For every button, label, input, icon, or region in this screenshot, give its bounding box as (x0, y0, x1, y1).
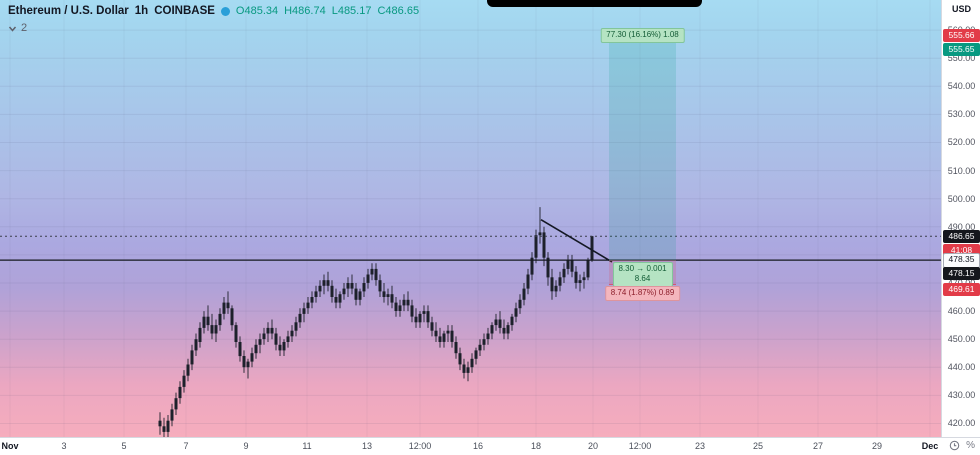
objects-count: 2 (21, 22, 28, 34)
long-position-profit-zone[interactable] (609, 42, 676, 262)
time-axis[interactable]: Nov 3 5 7 9 11 13 12:00 16 18 20 12:00 23 25 27 29 Dec % (0, 437, 980, 455)
time-axis-label: 12:00 (628, 441, 652, 451)
price-axis-label: 540.00 (947, 81, 976, 92)
time-axis-label: 13 (361, 441, 373, 451)
long-position-stop-label[interactable]: 8.74 (1.87%) 0.89 (604, 286, 681, 301)
time-axis-label: 29 (871, 441, 883, 451)
ohlc-close: C486.65 (377, 5, 420, 17)
time-axis-label: 25 (752, 441, 764, 451)
session-clock-icon[interactable] (949, 440, 960, 451)
time-axis-label: 12:00 (408, 441, 432, 451)
time-axis-label: 9 (243, 441, 249, 451)
price-axis-label: 530.00 (947, 109, 976, 120)
long-position-entry-label[interactable]: 8.30 → 0.001 8.64 (612, 261, 673, 288)
exchange-label[interactable]: COINBASE (154, 5, 215, 17)
entry-label-line1: 8.30 → 0.001 (618, 263, 667, 273)
price-axis-label: 420.00 (947, 418, 976, 429)
exchange-logo-icon (220, 6, 230, 16)
ohlc-low: L485.17 (331, 5, 372, 17)
price-axis-label: 500.00 (947, 193, 976, 204)
time-axis-label: 18 (530, 441, 542, 451)
time-axis-label: 11 (302, 441, 312, 451)
object-tree-toggle[interactable]: 2 (8, 22, 419, 34)
interval-label[interactable]: 1h (134, 5, 149, 17)
price-axis-label: 550.00 (947, 53, 976, 64)
price-axis-label: 460.00 (947, 306, 976, 317)
price-badge: 486.65 (943, 229, 980, 243)
price-badge: 478.15 (943, 266, 980, 280)
price-axis-label: 510.00 (947, 165, 976, 176)
candlestick-chart[interactable] (0, 0, 941, 437)
price-axis-label: 490.00 (947, 221, 976, 232)
symbol-legend: Ethereum / U.S. Dollar 1h COINBASE O485.… (8, 5, 419, 34)
price-axis-label: 520.00 (947, 137, 976, 148)
axis-corner: % (949, 440, 975, 451)
time-axis-label: 7 (183, 441, 189, 451)
time-axis-label: 27 (812, 441, 824, 451)
ohlc-open: O485.34 (235, 5, 279, 17)
percent-scale-toggle[interactable]: % (966, 440, 975, 451)
chevron-down-icon (8, 26, 17, 32)
time-axis-label: Dec (921, 441, 939, 451)
price-axis-label: 450.00 (947, 334, 976, 345)
time-axis-label: 3 (61, 441, 67, 451)
time-axis-label: Nov (1, 441, 19, 451)
chart-area[interactable]: 77.30 (16.16%) 1.08 8.30 → 0.001 8.64 8.… (0, 0, 941, 437)
price-badge: 555.66 (943, 28, 980, 42)
time-axis-label: 5 (121, 441, 127, 451)
time-axis-label: 20 (587, 441, 599, 451)
price-axis-label: 430.00 (947, 390, 976, 401)
screen-notch (487, 0, 702, 7)
price-badge: 555.65 (943, 42, 980, 56)
price-badge: 469.61 (943, 282, 980, 296)
long-position-target-label[interactable]: 77.30 (16.16%) 1.08 (600, 28, 685, 44)
ohlc-high: H486.74 (284, 5, 326, 17)
price-badge: 478.35 (943, 253, 980, 268)
currency-button[interactable]: USD (951, 4, 971, 14)
entry-label-line2: 8.64 (634, 274, 651, 284)
price-axis-label: 440.00 (947, 362, 976, 373)
price-axis[interactable]: USD 560.00550.00540.00530.00520.00510.00… (941, 0, 980, 437)
time-axis-label: 16 (472, 441, 484, 451)
symbol-name[interactable]: Ethereum / U.S. Dollar (8, 5, 129, 17)
time-axis-label: 23 (694, 441, 706, 451)
